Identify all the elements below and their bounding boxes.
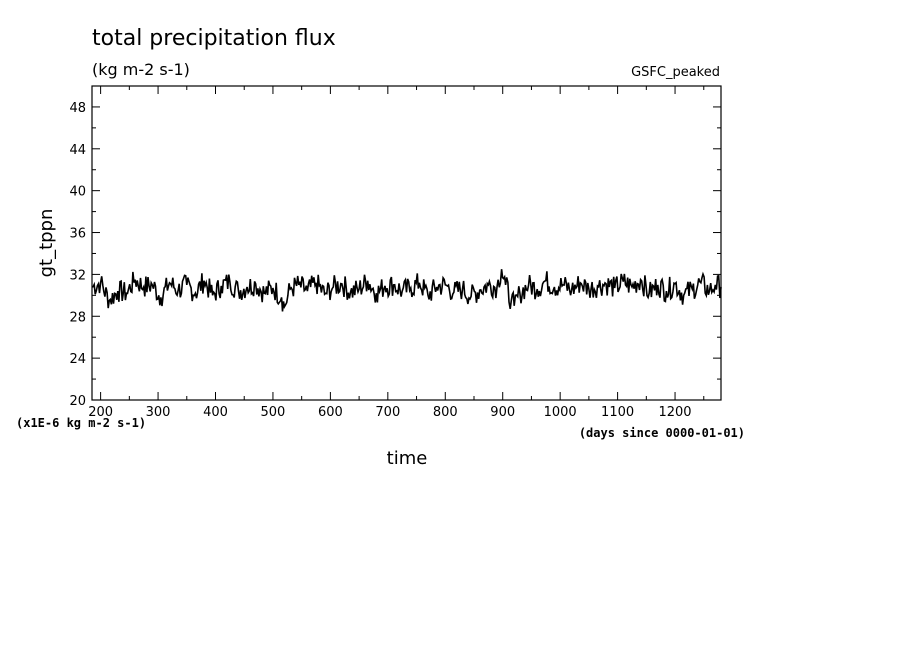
chart-title: total precipitation flux (92, 26, 336, 51)
x-tick-label: 300 (146, 405, 171, 420)
chart-tag: GSFC_peaked (631, 65, 720, 80)
y-tick-label: 48 (69, 101, 86, 116)
x-tick-label: 900 (490, 405, 515, 420)
y-tick-label: 28 (69, 310, 86, 325)
x-tick-label: 800 (433, 405, 458, 420)
y-tick-label: 20 (69, 394, 86, 409)
y-tick-label: 32 (69, 268, 86, 283)
x-tick-labels: 200 300 400 500 600 700 800 900 1000 1100 1200 (88, 405, 691, 420)
series-line (91, 269, 722, 312)
y-tick-label: 40 (69, 185, 86, 200)
x-tick-label: 1100 (601, 405, 634, 420)
x-tick-label: 200 (88, 405, 113, 420)
y-scale-note: (x1E-6 kg m-2 s-1) (16, 416, 146, 430)
y-tick-label: 36 (69, 227, 86, 242)
chart-units: (kg m-2 s-1) (92, 60, 190, 79)
x-axis-label: time (387, 448, 428, 469)
y-tick-label: 24 (69, 352, 86, 367)
plot-frame (91, 85, 722, 401)
y-tick-labels: 20 24 28 32 36 40 44 48 (69, 101, 86, 409)
axis-ticks (92, 85, 721, 401)
x-tick-label: 700 (375, 405, 400, 420)
x-tick-label: 1000 (544, 405, 577, 420)
x-tick-label: 500 (261, 405, 286, 420)
y-tick-label: 44 (69, 143, 86, 158)
x-tick-label: 400 (203, 405, 228, 420)
x-tick-label: 1200 (658, 405, 691, 420)
x-units-note: (days since 0000-01-01) (579, 426, 745, 440)
y-axis-label: gt_tppn (36, 209, 57, 278)
x-tick-label: 600 (318, 405, 343, 420)
